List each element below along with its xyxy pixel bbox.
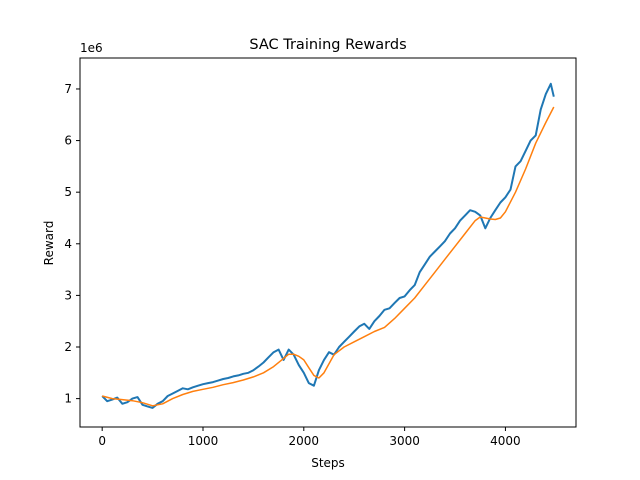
y-tick-label: 5 — [64, 185, 72, 199]
y-tick-label: 6 — [64, 134, 72, 148]
plot-lines — [101, 82, 555, 409]
x-axis-ticks: 0 1000 2000 3000 4000 — [98, 427, 521, 448]
x-tick-label: 3000 — [389, 434, 420, 448]
y-axis-label: Reward — [42, 221, 56, 266]
x-tick-label: 2000 — [289, 434, 320, 448]
y-tick-label: 3 — [64, 288, 72, 302]
x-tick-label: 0 — [98, 434, 106, 448]
y-tick-label: 7 — [64, 82, 72, 96]
y-tick-label: 4 — [64, 237, 72, 251]
x-tick-label: 4000 — [490, 434, 521, 448]
series-line-2 — [102, 106, 555, 407]
x-tick-label: 1000 — [188, 434, 219, 448]
series-line-1 — [101, 82, 555, 409]
y-axis-ticks: 1 2 3 4 5 6 7 — [64, 82, 80, 406]
y-tick-label: 1 — [64, 392, 72, 406]
x-axis-label: Steps — [311, 456, 345, 470]
y-tick-label: 2 — [64, 340, 72, 354]
chart-title: SAC Training Rewards — [249, 37, 406, 53]
y-multiplier-label: 1e6 — [80, 41, 103, 55]
plot-frame — [79, 57, 577, 428]
